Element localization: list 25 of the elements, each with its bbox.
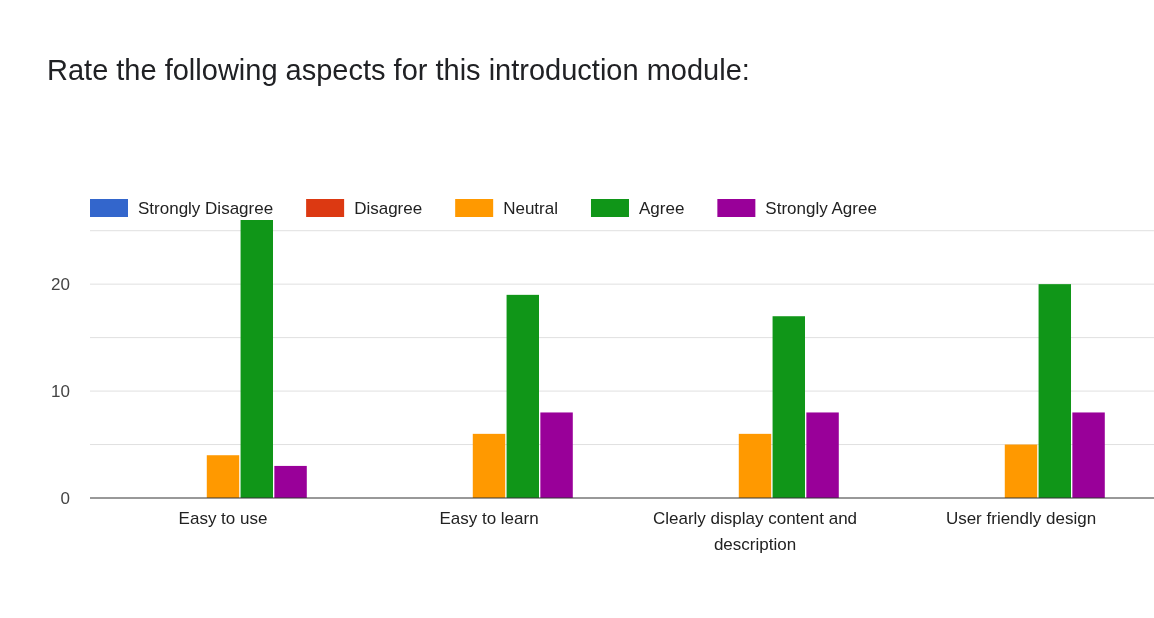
x-tick-label: Easy to use (178, 509, 268, 529)
bar (738, 433, 772, 498)
x-tick-label: Clearly display content and description (652, 509, 858, 555)
legend-label: Disagree (354, 199, 423, 218)
y-tick-label: 0 (60, 488, 70, 508)
bar (772, 316, 805, 498)
legend-label: Strongly Agree (765, 199, 877, 218)
x-tick-label: User friendly design (945, 509, 1097, 529)
bar (274, 465, 307, 498)
bar (206, 455, 240, 498)
bar (540, 412, 573, 498)
bar (1004, 444, 1038, 498)
y-tick-label: 10 (51, 382, 70, 402)
legend-label: Agree (638, 199, 685, 218)
bar (1072, 412, 1105, 498)
bar (240, 220, 273, 498)
bar (806, 412, 839, 498)
chart-title: Rate the following aspects for this introduction module: (47, 54, 750, 86)
legend-label: Strongly Disagree (138, 199, 274, 218)
bar (472, 433, 506, 498)
y-tick-label: 20 (51, 275, 70, 295)
bar (1038, 284, 1071, 498)
x-tick-label: Easy to learn (439, 509, 539, 529)
bar (506, 294, 539, 498)
legend-label: Neutral (503, 199, 558, 218)
